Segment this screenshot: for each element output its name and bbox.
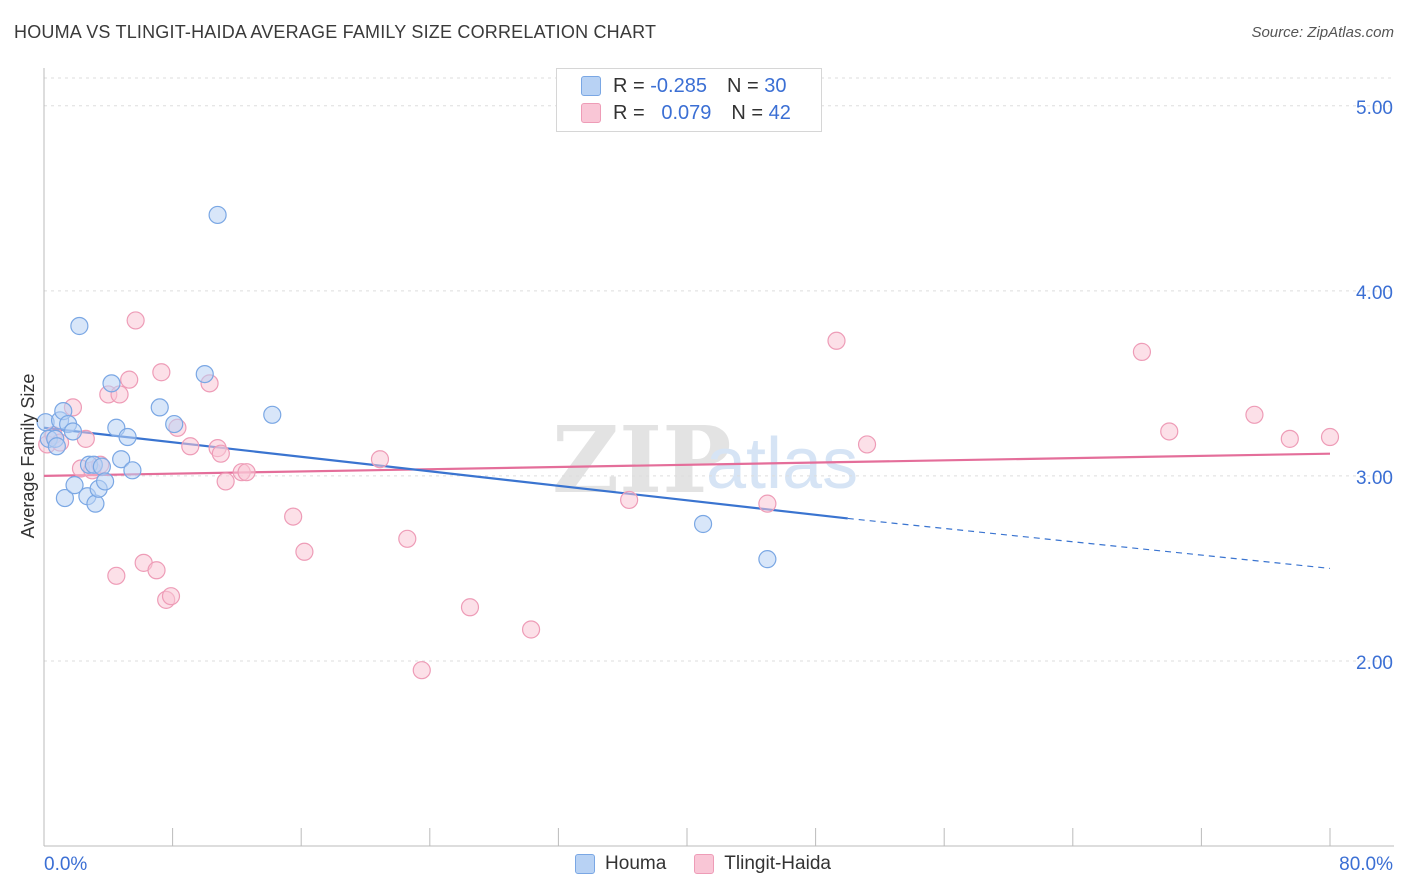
watermark-zip: ZIP bbox=[552, 406, 731, 514]
tlingit-haida-point bbox=[126, 311, 145, 330]
points-layer bbox=[36, 205, 1340, 680]
legend-n-label: N = bbox=[726, 74, 759, 97]
tlingit-haida-point bbox=[284, 507, 303, 526]
houma-trend-extension bbox=[847, 517, 1331, 570]
houma-legend-swatch bbox=[575, 854, 596, 874]
tlingit-haida-point bbox=[521, 620, 541, 639]
houma-point bbox=[47, 437, 66, 456]
tlingit-haida-point bbox=[370, 450, 390, 469]
series-legend-tlingit-haida: Tlingit-Haida bbox=[694, 853, 831, 875]
tlingit-haida-point bbox=[827, 331, 846, 350]
tlingit-haida-point bbox=[161, 587, 181, 606]
tlingit-haida-trend-line bbox=[43, 452, 1331, 477]
tlingit-haida-point bbox=[398, 529, 417, 548]
series-legend-houma: Houma bbox=[575, 853, 666, 875]
axis-layer bbox=[43, 68, 1394, 847]
tlingit-haida-point bbox=[758, 494, 777, 513]
tlingit-haida-point bbox=[1245, 405, 1264, 424]
series-legend: Houma Tlingit-Haida bbox=[0, 851, 1406, 877]
tlingit-haida-point bbox=[295, 542, 314, 561]
houma-point bbox=[70, 316, 89, 336]
tlingit-haida-point bbox=[120, 370, 139, 389]
tlingit-haida-point bbox=[107, 566, 126, 585]
correlation-legend: R = -0.285 N = 30 R = 0.079 N = 42 bbox=[556, 68, 822, 132]
grid-layer bbox=[44, 77, 1394, 662]
legend-row-houma: R = -0.285 N = 30 bbox=[581, 73, 786, 99]
tlingit-haida-legend-swatch bbox=[694, 854, 715, 874]
tlingit-haida-point bbox=[460, 598, 480, 617]
houma-point bbox=[63, 422, 83, 441]
houma-point bbox=[263, 405, 282, 424]
tlingit-haida-swatch bbox=[581, 103, 601, 123]
tlingit-haida-point bbox=[181, 437, 200, 456]
legend-r-label: R = bbox=[613, 101, 645, 124]
houma-point bbox=[123, 461, 142, 480]
y-tick-label: 2.00 bbox=[1356, 653, 1393, 674]
houma-point bbox=[102, 374, 121, 393]
tlingit-haida-point bbox=[211, 444, 230, 463]
legend-r-value: 0.079 bbox=[661, 101, 712, 124]
source-label: Source: ZipAtlas.com bbox=[1251, 24, 1394, 41]
tlingit-haida-point bbox=[412, 661, 431, 680]
houma-point bbox=[195, 364, 214, 384]
houma-point bbox=[86, 494, 105, 513]
chart-title: HOUMA VS TLINGIT-HAIDA AVERAGE FAMILY SI… bbox=[14, 22, 657, 42]
y-tick-label: 4.00 bbox=[1356, 283, 1393, 304]
x-tick-label: 80.0% bbox=[1339, 854, 1393, 875]
tlingit-haida-point bbox=[1132, 342, 1152, 361]
houma-point bbox=[165, 414, 184, 434]
legend-row-tlingit-haida: R = 0.079 N = 42 bbox=[581, 100, 791, 126]
tlingit-haida-point bbox=[1320, 427, 1340, 447]
houma-point bbox=[92, 457, 111, 476]
houma-legend-label: Houma bbox=[605, 853, 667, 874]
y-tick-label: 3.00 bbox=[1356, 468, 1393, 489]
legend-n-value: 30 bbox=[764, 74, 787, 97]
tlingit-haida-point bbox=[620, 490, 639, 510]
y-tick-label: 5.00 bbox=[1356, 98, 1393, 119]
tlingit-haida-point bbox=[147, 561, 166, 580]
tlingit-haida-point bbox=[216, 472, 235, 491]
houma-point bbox=[150, 398, 169, 417]
x-tick-label: 0.0% bbox=[44, 854, 87, 875]
houma-point bbox=[118, 427, 137, 447]
legend-n-value: 42 bbox=[768, 101, 791, 124]
houma-point bbox=[758, 550, 777, 569]
tlingit-haida-point bbox=[1160, 422, 1179, 441]
houma-point bbox=[112, 450, 131, 469]
tlingit-haida-legend-label: Tlingit-Haida bbox=[724, 853, 831, 874]
houma-swatch bbox=[581, 76, 601, 96]
y-axis-label: Average Family Size bbox=[18, 374, 38, 539]
legend-r-label: R = bbox=[613, 74, 645, 97]
houma-point bbox=[65, 476, 84, 495]
tlingit-haida-point bbox=[152, 363, 171, 382]
houma-point bbox=[693, 514, 713, 534]
houma-trend-line bbox=[43, 426, 848, 520]
houma-point bbox=[95, 472, 115, 491]
label-layer: 2.00 3.00 4.00 5.00 0.0% 80.0% Average Family … bbox=[18, 98, 1393, 875]
houma-point bbox=[55, 488, 74, 508]
tlingit-haida-point bbox=[237, 463, 256, 482]
houma-point bbox=[208, 205, 227, 225]
tlingit-haida-point bbox=[857, 435, 877, 454]
legend-n-label: N = bbox=[731, 101, 764, 124]
legend-r-value: -0.285 bbox=[650, 74, 707, 97]
tlingit-haida-point bbox=[1280, 429, 1299, 448]
trend-layer bbox=[43, 426, 1331, 570]
